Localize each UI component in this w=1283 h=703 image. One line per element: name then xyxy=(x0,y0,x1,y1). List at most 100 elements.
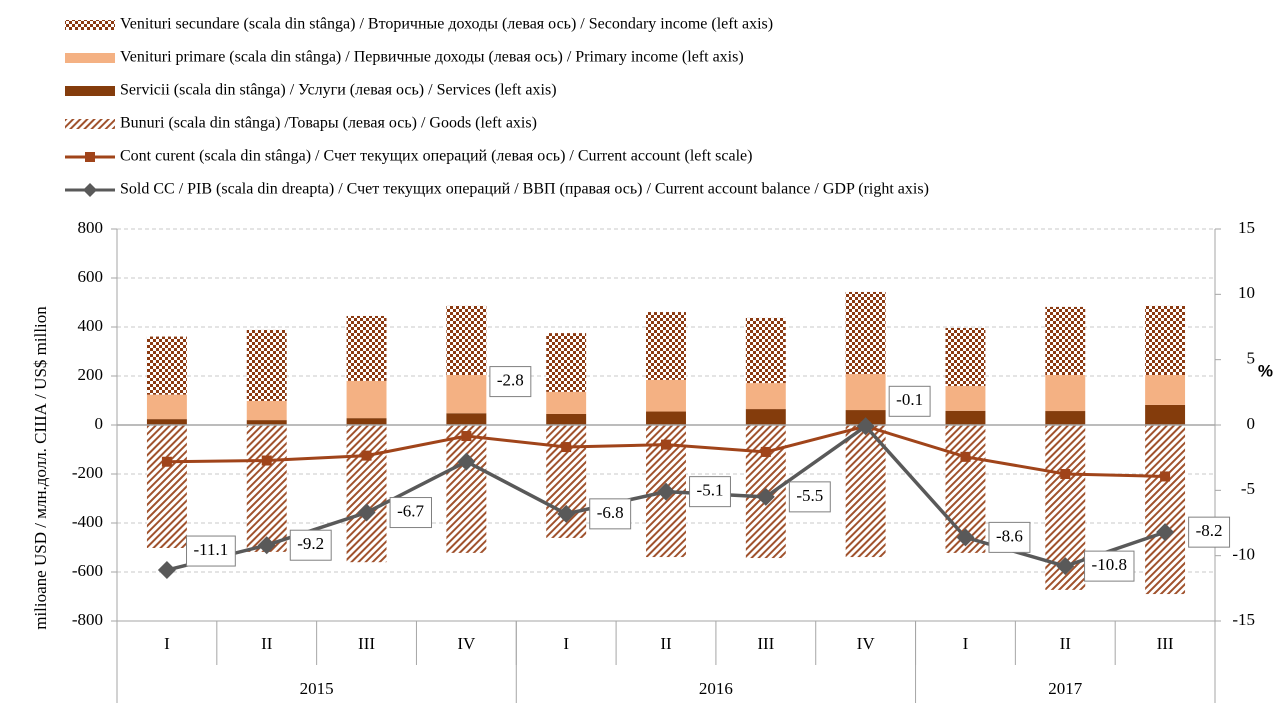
bar xyxy=(446,425,487,553)
y-tick-label: 400 xyxy=(78,316,104,335)
data-label: -10.8 xyxy=(1092,555,1127,574)
legend-label: Venituri secundare (scala din stânga) / … xyxy=(120,16,773,33)
y-tick-label: -600 xyxy=(72,561,103,580)
line-marker xyxy=(157,561,176,580)
line-marker xyxy=(257,536,276,555)
bar xyxy=(1145,404,1186,425)
data-label: -8.2 xyxy=(1196,521,1223,540)
data-label: -11.1 xyxy=(194,540,229,559)
bar xyxy=(945,327,986,387)
bar xyxy=(446,305,487,376)
line-marker xyxy=(756,487,775,506)
line-marker xyxy=(161,456,172,467)
data-label: -0.1 xyxy=(896,390,923,409)
x-tick-label: II xyxy=(660,634,672,653)
bar xyxy=(546,413,587,425)
legend-marker xyxy=(83,183,97,197)
x-tick-label: II xyxy=(1060,634,1072,653)
x-tick-label: I xyxy=(963,634,969,653)
y-tick-label: -800 xyxy=(72,610,103,629)
bar xyxy=(246,329,287,401)
legend-label: Venituri primare (scala din stânga) / Пе… xyxy=(120,49,744,66)
bar xyxy=(845,425,886,558)
line-marker xyxy=(1160,471,1171,482)
bar xyxy=(745,409,786,425)
y-tick-label: 0 xyxy=(95,414,104,433)
line-marker xyxy=(557,504,576,523)
bar xyxy=(346,315,387,381)
bar xyxy=(146,336,187,395)
legend-label: Servicii (scala din stânga) / Услуги (ле… xyxy=(120,82,557,99)
y2-axis-label: % xyxy=(1258,361,1273,380)
bar xyxy=(346,418,387,425)
y-tick-label: 200 xyxy=(78,365,104,384)
bar xyxy=(1145,305,1186,376)
x-tick-label: IV xyxy=(857,634,876,653)
bar xyxy=(745,383,786,410)
x-tick-label: I xyxy=(164,634,170,653)
line-marker xyxy=(956,528,975,547)
data-label-box xyxy=(988,521,1031,553)
x-tick-label: IV xyxy=(457,634,476,653)
y2-tick-label: 5 xyxy=(1247,349,1256,368)
legend-label: Sold CC / PIB (scala din dreapta) / Счет… xyxy=(120,181,929,198)
legend-marker xyxy=(85,152,95,162)
bar xyxy=(146,394,187,420)
data-label-box xyxy=(1188,516,1231,548)
y-tick-label: 600 xyxy=(78,267,104,286)
line-marker xyxy=(960,451,971,462)
data-label-box xyxy=(289,529,332,561)
bar xyxy=(246,420,287,425)
data-label: -6.8 xyxy=(597,503,624,522)
line-marker xyxy=(461,431,472,442)
x-tick-label: III xyxy=(757,634,774,653)
y2-tick-label: 0 xyxy=(1247,414,1256,433)
x-tick-label: II xyxy=(261,634,273,653)
y2-tick-label: -5 xyxy=(1241,479,1255,498)
data-label: -8.6 xyxy=(996,526,1023,545)
bar xyxy=(1145,375,1186,405)
legend-swatch xyxy=(65,20,115,30)
bar xyxy=(945,386,986,411)
group-label: 2015 xyxy=(300,679,334,698)
bar xyxy=(646,312,686,380)
bar xyxy=(146,425,187,548)
bar xyxy=(246,425,287,552)
bar xyxy=(246,400,287,421)
data-label: -5.5 xyxy=(796,486,823,505)
bar xyxy=(945,410,986,425)
bar xyxy=(646,379,686,412)
bar xyxy=(1045,375,1086,412)
line-marker xyxy=(457,452,476,471)
bar xyxy=(646,411,686,425)
y-tick-label: 800 xyxy=(78,218,104,237)
data-label-box xyxy=(589,498,632,530)
line-marker xyxy=(657,482,675,501)
line-marker xyxy=(561,442,572,453)
line-marker xyxy=(1156,523,1175,542)
bar xyxy=(745,317,786,384)
bar xyxy=(1145,425,1186,595)
legend-swatch xyxy=(65,86,115,96)
y-tick-label: -400 xyxy=(72,512,103,531)
bar xyxy=(845,291,886,375)
legend-swatch xyxy=(65,119,115,129)
data-label: -2.8 xyxy=(497,370,524,389)
bar xyxy=(845,374,886,411)
x-tick-label: III xyxy=(358,634,375,653)
y-axis-label: milioane USD / млн.долл. США / US$ milli… xyxy=(31,306,50,630)
bar xyxy=(146,419,187,425)
legend-swatch xyxy=(65,53,115,63)
data-label-box xyxy=(788,481,831,513)
data-label: -5.1 xyxy=(697,481,724,500)
group-label: 2017 xyxy=(1048,679,1083,698)
line-marker xyxy=(1060,469,1071,479)
data-label: -9.2 xyxy=(297,534,324,553)
line-marker xyxy=(760,446,771,457)
bar xyxy=(346,425,387,563)
bar xyxy=(446,375,487,414)
line-marker xyxy=(1056,557,1075,576)
x-tick-label: I xyxy=(563,634,569,653)
bar xyxy=(1045,306,1086,376)
data-label: -6.7 xyxy=(397,501,424,520)
